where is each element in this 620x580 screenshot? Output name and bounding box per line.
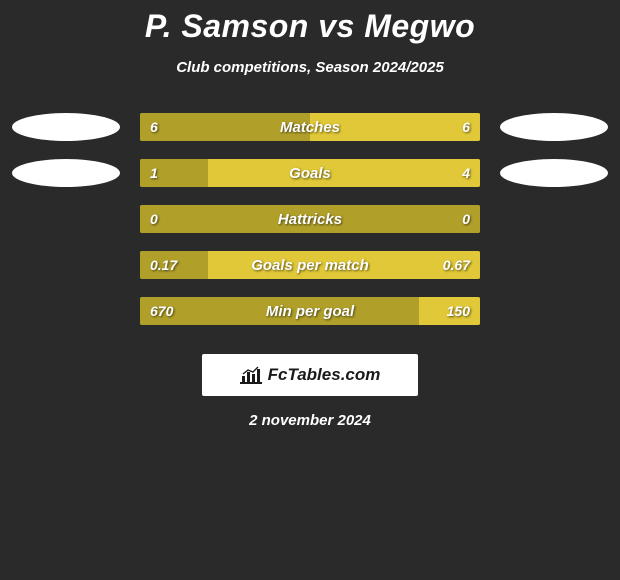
stat-bar: 0Hattricks0 bbox=[140, 205, 480, 233]
date-label: 2 november 2024 bbox=[0, 412, 620, 429]
player2-ellipse bbox=[500, 113, 608, 141]
stat-label: Min per goal bbox=[140, 297, 480, 325]
player2-value: 0.67 bbox=[443, 251, 470, 279]
stat-label: Goals bbox=[140, 159, 480, 187]
stat-row: 6Matches6 bbox=[0, 104, 620, 150]
stat-rows: 6Matches6 1Goals4 0Hattricks0 0.17Goals per… bbox=[0, 104, 620, 334]
player1-ellipse bbox=[12, 113, 120, 141]
stat-bar: 1Goals4 bbox=[140, 159, 480, 187]
stat-bar: 670Min per goal150 bbox=[140, 297, 480, 325]
player2-value: 6 bbox=[462, 113, 470, 141]
player2-value: 0 bbox=[462, 205, 470, 233]
stat-label: Hattricks bbox=[140, 205, 480, 233]
stat-label: Goals per match bbox=[140, 251, 480, 279]
comparison-widget: P. Samson vs Megwo Club competitions, Se… bbox=[0, 0, 620, 429]
footer-brand-text: FcTables.com bbox=[268, 365, 381, 385]
stat-row: 0.17Goals per match0.67 bbox=[0, 242, 620, 288]
stat-row: 670Min per goal150 bbox=[0, 288, 620, 334]
player1-ellipse bbox=[12, 159, 120, 187]
stat-bar: 0.17Goals per match0.67 bbox=[140, 251, 480, 279]
player2-value: 150 bbox=[447, 297, 470, 325]
stat-bar: 6Matches6 bbox=[140, 113, 480, 141]
subtitle: Club competitions, Season 2024/2025 bbox=[0, 59, 620, 76]
player2-value: 4 bbox=[462, 159, 470, 187]
stat-row: 0Hattricks0 bbox=[0, 196, 620, 242]
stat-row: 1Goals4 bbox=[0, 150, 620, 196]
footer-logo: FcTables.com bbox=[202, 354, 418, 396]
barchart-icon bbox=[240, 366, 262, 384]
page-title: P. Samson vs Megwo bbox=[0, 8, 620, 45]
player2-ellipse bbox=[500, 159, 608, 187]
stat-label: Matches bbox=[140, 113, 480, 141]
